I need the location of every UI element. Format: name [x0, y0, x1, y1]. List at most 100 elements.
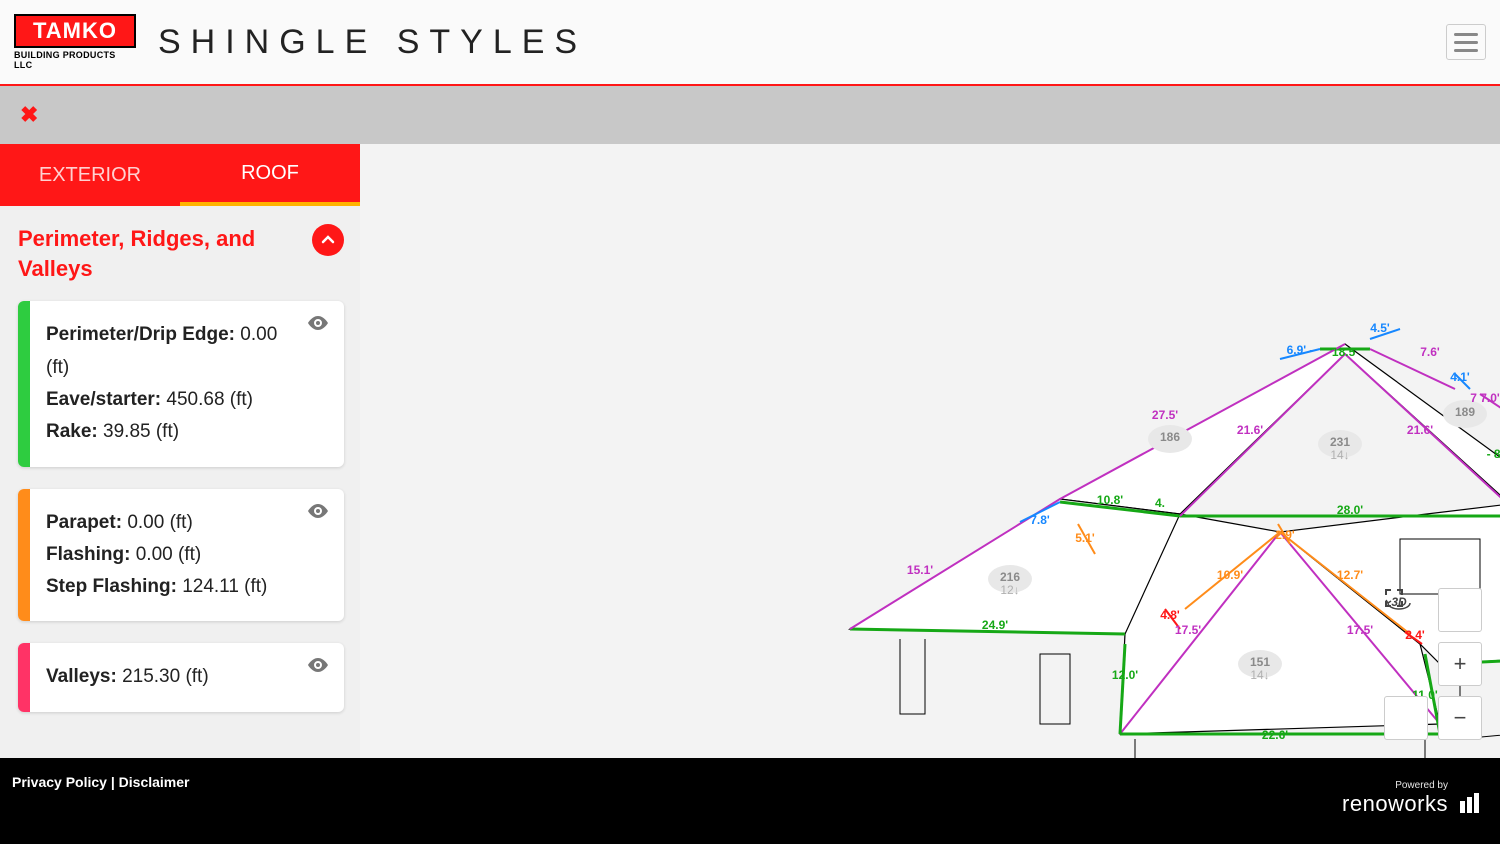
- svg-text:231: 231: [1330, 435, 1350, 449]
- svg-text:14↓: 14↓: [1250, 668, 1269, 682]
- svg-text:- 8.6': - 8.6': [1487, 447, 1500, 461]
- svg-text:5.1': 5.1': [1075, 531, 1095, 545]
- svg-text:18.5': 18.5': [1332, 345, 1358, 359]
- svg-text:4.8': 4.8': [1160, 608, 1180, 622]
- svg-text:7.8': 7.8': [1030, 513, 1050, 527]
- measure-value: 0.00 (ft): [136, 544, 201, 565]
- sidebar-tabs: EXTERIOR ROOF: [0, 144, 360, 206]
- svg-text:21.6': 21.6': [1407, 423, 1433, 437]
- svg-text:24.9': 24.9': [982, 618, 1008, 632]
- measure-value: 39.85 (ft): [103, 421, 179, 442]
- visibility-toggle[interactable]: [306, 653, 330, 682]
- measurement-card[interactable]: Valleys: 215.30 (ft): [18, 643, 344, 711]
- svg-text:4.1': 4.1': [1450, 370, 1470, 384]
- card-body: Valleys: 215.30 (ft): [46, 661, 209, 693]
- svg-text:6.9' -: 6.9' -: [1287, 343, 1314, 357]
- measure-value: 215.30 (ft): [122, 666, 209, 687]
- card-stripe: [18, 489, 30, 622]
- svg-text:12↓: 12↓: [1000, 583, 1019, 597]
- measurement-row: Rake: 39.85 (ft): [46, 416, 294, 448]
- brand-logo: TAMKO BUILDING PRODUCTS LLC: [14, 13, 136, 71]
- svg-text:186: 186: [1160, 430, 1180, 444]
- page-title: SHINGLE STYLES: [158, 23, 587, 62]
- svg-text:4.5': 4.5': [1370, 321, 1390, 335]
- view-controls: + 3D −: [1384, 588, 1482, 740]
- measurement-row: Parapet: 0.00 (ft): [46, 507, 267, 539]
- section-title: Perimeter, Ridges, and Valleys: [18, 224, 258, 283]
- eye-icon: [306, 311, 330, 335]
- card-stripe: [18, 643, 30, 711]
- measurement-panel[interactable]: Perimeter, Ridges, and Valleys Perimeter…: [0, 206, 360, 758]
- measure-label: Eave/starter:: [46, 389, 166, 410]
- toggle-3d-button[interactable]: 3D: [1384, 696, 1428, 740]
- svg-text:10.9': 10.9': [1217, 568, 1243, 582]
- svg-text:189: 189: [1455, 405, 1475, 419]
- svg-text:3D: 3D: [1391, 595, 1407, 609]
- svg-text:21.6': 21.6': [1237, 423, 1263, 437]
- footer-sep: |: [111, 774, 119, 790]
- measure-label: Step Flashing:: [46, 576, 182, 597]
- svg-text:7 7.0': 7 7.0': [1470, 391, 1500, 405]
- menu-button[interactable]: [1446, 24, 1486, 60]
- measurement-row: Perimeter/Drip Edge: 0.00 (ft): [46, 319, 294, 384]
- powered-brand: renoworks: [1342, 791, 1448, 817]
- measure-value: 450.68 (ft): [166, 389, 253, 410]
- chevron-up-icon: [321, 233, 335, 247]
- measure-label: Valleys:: [46, 666, 122, 687]
- measure-label: Flashing:: [46, 544, 136, 565]
- eye-icon: [306, 653, 330, 677]
- measurement-row: Flashing: 0.00 (ft): [46, 539, 267, 571]
- svg-text:10.8': 10.8': [1097, 493, 1123, 507]
- measure-label: Perimeter/Drip Edge:: [46, 324, 240, 345]
- close-icon[interactable]: ✖: [20, 102, 38, 128]
- svg-text:22.6': 22.6': [1262, 728, 1288, 742]
- rotate-3d-icon: 3D: [1384, 588, 1414, 618]
- collapse-button[interactable]: [312, 224, 344, 256]
- card-body: Parapet: 0.00 (ft)Flashing: 0.00 (ft)Ste…: [46, 507, 267, 604]
- tab-roof[interactable]: ROOF: [180, 144, 360, 206]
- measure-label: Parapet:: [46, 512, 127, 533]
- card-stripe: [18, 301, 30, 466]
- measurement-row: Eave/starter: 450.68 (ft): [46, 384, 294, 416]
- svg-text:216: 216: [1000, 570, 1020, 584]
- logo-text: TAMKO: [14, 14, 136, 48]
- svg-text:14↓: 14↓: [1330, 448, 1349, 462]
- measure-value: 0.00 (ft): [127, 512, 192, 533]
- svg-text:2.9': 2.9': [1275, 528, 1295, 542]
- svg-text:151: 151: [1250, 655, 1270, 669]
- measurement-card[interactable]: Parapet: 0.00 (ft)Flashing: 0.00 (ft)Ste…: [18, 489, 344, 622]
- powered-label: Powered by: [1395, 780, 1448, 791]
- zoom-out-button[interactable]: −: [1438, 696, 1482, 740]
- measurement-row: Step Flashing: 124.11 (ft): [46, 571, 267, 603]
- visibility-toggle[interactable]: [306, 311, 330, 340]
- tab-exterior[interactable]: EXTERIOR: [0, 144, 180, 206]
- visibility-toggle[interactable]: [306, 499, 330, 528]
- sidebar: EXTERIOR ROOF Perimeter, Ridges, and Val…: [0, 144, 360, 758]
- svg-text:12.0': 12.0': [1112, 668, 1138, 682]
- svg-text:15.1': 15.1': [907, 563, 933, 577]
- logo-subtext: BUILDING PRODUCTS LLC: [14, 50, 136, 70]
- svg-text:17.5': 17.5': [1347, 623, 1373, 637]
- roof-canvas[interactable]: 23114↓21612↓15114↓13614↓186189 4.5'6.9' …: [360, 144, 1500, 758]
- powered-by: Powered by renoworks: [1342, 780, 1484, 817]
- toolbar: ✖: [0, 86, 1500, 144]
- privacy-link[interactable]: Privacy Policy: [12, 774, 107, 790]
- disclaimer-link[interactable]: Disclaimer: [119, 774, 190, 790]
- section-header: Perimeter, Ridges, and Valleys: [18, 224, 344, 283]
- fullscreen-button[interactable]: [1438, 588, 1482, 632]
- svg-text:4.: 4.: [1155, 496, 1165, 510]
- svg-text:12.7': 12.7': [1337, 568, 1363, 582]
- svg-text:17.5': 17.5': [1175, 623, 1201, 637]
- measure-label: Rake:: [46, 421, 103, 442]
- eye-icon: [306, 499, 330, 523]
- header: TAMKO BUILDING PRODUCTS LLC SHINGLE STYL…: [0, 0, 1500, 86]
- measurement-row: Valleys: 215.30 (ft): [46, 661, 209, 693]
- svg-text:27.5': 27.5': [1152, 408, 1178, 422]
- footer: Privacy Policy | Disclaimer Powered by r…: [0, 758, 1500, 844]
- measurement-card[interactable]: Perimeter/Drip Edge: 0.00 (ft)Eave/start…: [18, 301, 344, 466]
- svg-text:28.0': 28.0': [1337, 503, 1363, 517]
- renoworks-icon: [1456, 789, 1484, 817]
- main: EXTERIOR ROOF Perimeter, Ridges, and Val…: [0, 144, 1500, 758]
- card-body: Perimeter/Drip Edge: 0.00 (ft)Eave/start…: [46, 319, 294, 448]
- zoom-in-button[interactable]: +: [1438, 642, 1482, 686]
